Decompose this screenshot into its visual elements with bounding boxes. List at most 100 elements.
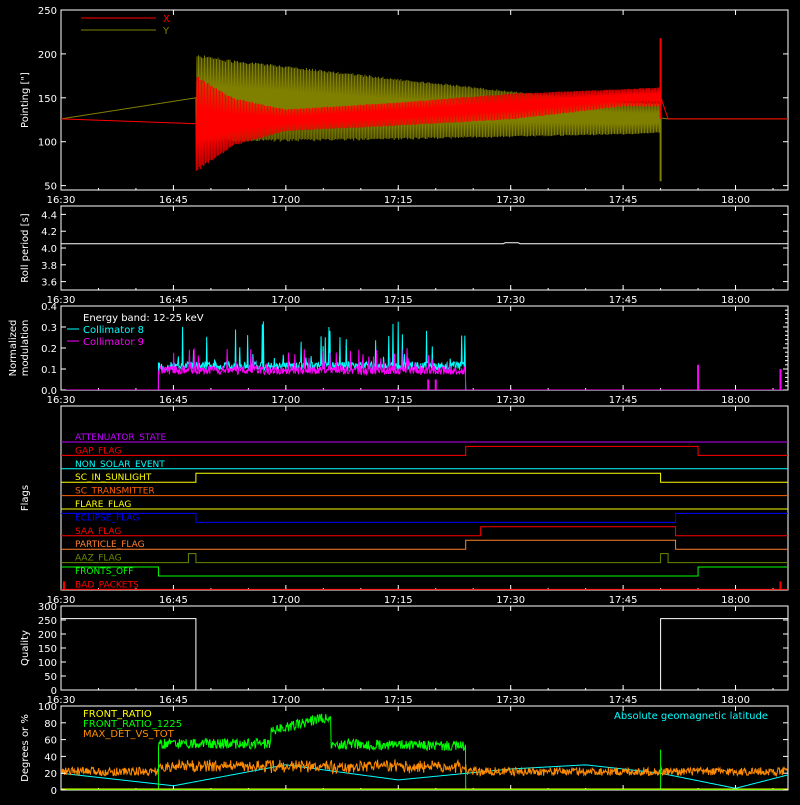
roll-y-tick-label: 4.0	[41, 244, 57, 255]
flag-eclipse-flag-line	[61, 512, 788, 523]
pointing-y-tick-label: 100	[38, 138, 57, 149]
flags-x-tick-label: 18:00	[721, 595, 750, 606]
roll-x-tick-label: 16:30	[47, 295, 76, 306]
flag-particle-flag-line	[61, 539, 788, 550]
ratios-y-axis-label: Degrees or %	[20, 714, 31, 782]
front-ratio-1225-line	[157, 713, 467, 790]
series-x-legend-label: X	[163, 14, 170, 25]
flags-data: ATTENUATOR_STATE GAP_FLAG NON_SOLAR_EVENT S…	[61, 433, 788, 590]
ratios-y-tick-label: 80	[44, 719, 57, 730]
modulation-y-tick-label: 0.0	[41, 386, 57, 397]
pointing-x-tick-label: 17:30	[496, 195, 525, 206]
flag-particle-flag-label: PARTICLE_FLAG	[75, 540, 145, 550]
quality-x-tick-label: 18:00	[721, 695, 750, 706]
pointing-x-tick-label: 17:45	[609, 195, 638, 206]
roll-x-tick-label: 17:30	[496, 295, 525, 306]
ratios-panel: 0 20 40 60 80 100 Degrees or % FRONT_RATIOFRONT…	[20, 702, 789, 797]
modulation-x-tick-label: 17:45	[609, 395, 638, 406]
modulation-x-tick-label: 18:00	[721, 395, 750, 406]
modulation-data	[61, 321, 788, 390]
flags-x-tick-label: 16:45	[159, 595, 188, 606]
roll-data	[61, 242, 788, 245]
roll-y-tick-label: 3.6	[41, 278, 57, 289]
modulation-x-tick-label: 17:30	[496, 395, 525, 406]
modulation-x-tick-label: 16:45	[159, 395, 188, 406]
ratios-data	[61, 713, 788, 790]
modulation-y-axis-label: modulation	[20, 320, 31, 377]
pointing-y-tick-label: 200	[38, 50, 57, 61]
roll-y-tick-label: 4.4	[41, 210, 57, 221]
collimator-9-legend-label: Collimator 9	[83, 337, 144, 348]
quality-x-tick-label: 17:00	[271, 695, 300, 706]
pointing-x-tick-label: 17:00	[271, 195, 300, 206]
flag-gap-flag-line	[61, 445, 788, 456]
quality-data	[61, 618, 788, 690]
quality-x-tick-label: 16:30	[47, 695, 76, 706]
modulation-x-tick-label: 16:30	[47, 395, 76, 406]
roll-y-tick-label: 3.8	[41, 261, 57, 272]
flags-x-tick-label: 17:45	[609, 595, 638, 606]
modulation-collimator-9-line	[157, 348, 467, 390]
flag-non-solar-event-label: NON_SOLAR_EVENT	[75, 460, 165, 470]
quality-y-tick-label: 250	[38, 616, 57, 627]
roll-x-tick-label: 17:00	[271, 295, 300, 306]
modulation-y-axis-label: Normalized	[8, 320, 19, 377]
roll-x-tick-label: 16:45	[159, 295, 188, 306]
roll-period-line	[61, 242, 788, 245]
flag-sc-in-sunlight-label: SC_IN_SUNLIGHT	[75, 473, 152, 483]
pointing-y-tick-label: 150	[38, 94, 57, 105]
flag-bad-packets-label: BAD_PACKETS	[75, 580, 139, 590]
pointing-x-tick-label: 16:45	[159, 195, 188, 206]
quality-x-tick-label: 17:15	[384, 695, 413, 706]
ratios-y-tick-label: 40	[44, 752, 57, 763]
quality-x-tick-label: 16:45	[159, 695, 188, 706]
front-ratio-1225-legend-label: FRONT_RATIO_1225	[83, 719, 182, 730]
ratios-y-tick-label: 0	[51, 786, 57, 797]
pointing-x-tick-label: 17:15	[384, 195, 413, 206]
flags-x-tick-label: 17:15	[384, 595, 413, 606]
quality-x-tick-label: 17:30	[496, 695, 525, 706]
quality-panel: 16:30 16:45 17:00 17:15 17:30 17:45 18:00 0 50 10…	[20, 602, 789, 706]
flag-attenuator-state-label: ATTENUATOR_STATE	[75, 433, 167, 443]
geomagnetic-latitude-line	[61, 764, 788, 789]
flag-eclipse-flag-label: ECLIPSE_FLAG	[75, 513, 139, 523]
series-x-line	[61, 76, 788, 171]
max-det-vs-tot-line	[61, 758, 788, 778]
modulation-y-tick-label: 0.1	[41, 365, 57, 376]
quality-x-tick-label: 17:45	[609, 695, 638, 706]
quality-line	[61, 618, 788, 690]
flags-x-tick-label: 17:30	[496, 595, 525, 606]
collimator-8-legend-label: Collimator 8	[83, 325, 144, 336]
roll-x-tick-label: 17:15	[384, 295, 413, 306]
flag-saa-flag-label: SAA_FLAG	[75, 527, 121, 537]
flag-fronts-off-line	[61, 566, 788, 577]
roll-panel: 16:30 16:45 17:00 17:15 17:30 17:45 18:00 3.6 3.…	[20, 205, 789, 306]
pointing-y-axis-label: Pointing ["]	[20, 72, 31, 128]
flags-panel: 16:30 16:45 17:00 17:15 17:30 17:45 18:00 ATTEN…	[20, 405, 789, 606]
series-y-legend-label: Y	[162, 26, 170, 37]
roll-x-tick-label: 17:45	[609, 295, 638, 306]
quality-y-tick-label: 150	[38, 644, 57, 655]
flags-y-axis-label: Flags	[20, 485, 31, 511]
geomagnetic-latitude-annotation: Absolute geomagnetic latitude	[614, 711, 768, 722]
pointing-y-tick-label: 50	[44, 182, 57, 193]
flag-flare-flag-label: FLARE_FLAG	[75, 500, 131, 510]
modulation-x-tick-label: 17:00	[271, 395, 300, 406]
modulation-y-tick-label: 0.4	[41, 302, 57, 313]
flag-aaz-flag-label: AAZ_FLAG	[75, 554, 122, 564]
modulation-y-tick-label: 0.2	[41, 344, 57, 355]
pointing-x-tick-label: 16:30	[47, 195, 76, 206]
pointing-data	[61, 38, 788, 182]
max-det-vs-tot-legend-label: MAX_DET_VS_TOT	[83, 729, 175, 740]
modulation-panel: 16:30 16:45 17:00 17:15 17:30 17:45 18:00 0.0 0.…	[8, 302, 789, 406]
flags-x-tick-label: 16:30	[47, 595, 76, 606]
energy-band-legend-label: Energy band: 12-25 keV	[83, 313, 204, 324]
modulation-y-tick-label: 0.3	[41, 323, 57, 334]
flag-gap-flag-label: GAP_FLAG	[75, 446, 121, 456]
flags-x-tick-label: 17:00	[271, 595, 300, 606]
quality-y-tick-label: 200	[38, 630, 57, 641]
pointing-frame	[60, 9, 789, 191]
roll-y-tick-label: 4.2	[41, 227, 57, 238]
